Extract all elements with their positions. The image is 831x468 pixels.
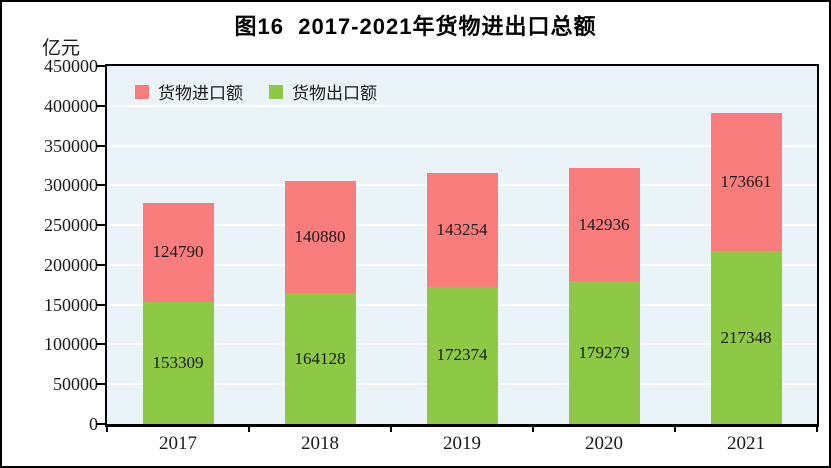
- x-axis-tickmark: [674, 425, 676, 432]
- chart-legend: 货物进口额 货物出口额: [135, 79, 377, 104]
- bar-2021: 173661 217348: [710, 112, 782, 424]
- x-axis-tickmark: [532, 425, 534, 432]
- gridline: [107, 104, 817, 107]
- y-axis-tickmark: [96, 104, 105, 107]
- chart-title: 图16 2017-2021年货物进出口总额: [234, 14, 597, 39]
- y-axis-tickmark: [96, 303, 105, 306]
- legend-label-import: 货物进口额: [158, 84, 243, 103]
- bar-segment-import: 142936: [568, 167, 640, 282]
- bar-2018: 140880 164128: [284, 181, 356, 424]
- y-axis-unit-label: 亿元: [41, 38, 80, 59]
- y-axis-tickmark: [96, 224, 105, 227]
- x-tick-label: 2017: [159, 433, 197, 454]
- y-tick-label: 300000: [44, 175, 98, 196]
- y-tick-label: 350000: [44, 135, 98, 156]
- x-axis-tickmark: [816, 425, 818, 432]
- export-legend-swatch-icon: [269, 84, 283, 99]
- bar-value-label: 179279: [578, 342, 630, 362]
- bar-value-label: 172374: [436, 345, 488, 365]
- bar-segment-export: 172374: [426, 286, 498, 424]
- bar-2017: 124790 153309: [142, 202, 214, 424]
- y-axis-tickmark: [96, 263, 105, 266]
- y-tick-label: 100000: [44, 334, 98, 355]
- y-axis-tickmark: [96, 184, 105, 187]
- bar-segment-export: 217348: [710, 251, 782, 424]
- bar-value-label: 164128: [294, 348, 346, 368]
- bar-value-label: 143254: [436, 219, 488, 239]
- y-axis-tickmark: [96, 383, 105, 386]
- bar-segment-export: 153309: [142, 302, 214, 424]
- x-axis-tickmark: [248, 425, 250, 432]
- legend-label-export: 货物出口额: [292, 84, 377, 103]
- x-tick-label: 2021: [727, 433, 765, 454]
- plot-inner: 124790 153309 140880 164128 143254 172374 1429…: [107, 66, 817, 424]
- y-tick-label: 150000: [44, 294, 98, 315]
- bar-segment-import: 143254: [426, 172, 498, 287]
- x-tick-label: 2018: [301, 433, 339, 454]
- bar-segment-import: 140880: [284, 181, 356, 294]
- y-tick-label: 200000: [44, 254, 98, 275]
- y-tick-label: 50000: [53, 374, 98, 395]
- y-axis-tickmark: [96, 65, 105, 67]
- bar-value-label: 153309: [152, 353, 204, 373]
- y-axis-tickmark: [96, 343, 105, 346]
- bar-value-label: 142936: [578, 214, 630, 234]
- bar-segment-import: 124790: [142, 202, 214, 303]
- legend-item-export: 货物出口额: [269, 79, 377, 104]
- y-tick-label: 400000: [44, 95, 98, 116]
- x-axis-tickmark: [106, 425, 108, 432]
- x-tick-label: 2019: [443, 433, 481, 454]
- y-tick-label: 0: [89, 414, 98, 434]
- bar-2019: 143254 172374: [426, 172, 498, 424]
- bar-value-label: 140880: [294, 227, 346, 247]
- y-tick-label: 450000: [44, 56, 98, 76]
- import-legend-swatch-icon: [135, 84, 149, 99]
- bar-segment-import: 173661: [710, 112, 782, 252]
- bar-value-label: 124790: [152, 242, 204, 262]
- bar-segment-export: 164128: [284, 293, 356, 424]
- y-tick-label: 250000: [44, 215, 98, 236]
- bar-2020: 142936 179279: [568, 167, 640, 424]
- bar-segment-export: 179279: [568, 281, 640, 424]
- plot-area: 124790 153309 140880 164128 143254 172374 1429…: [105, 64, 819, 427]
- bar-value-label: 217348: [720, 327, 772, 347]
- x-axis-tickmark: [390, 425, 392, 432]
- gridline: [107, 144, 817, 147]
- y-axis-tickmark: [96, 144, 105, 147]
- y-axis-tickmark: [96, 423, 105, 425]
- bar-value-label: 173661: [720, 172, 772, 192]
- legend-item-import: 货物进口额: [135, 79, 243, 104]
- x-tick-label: 2020: [585, 433, 623, 454]
